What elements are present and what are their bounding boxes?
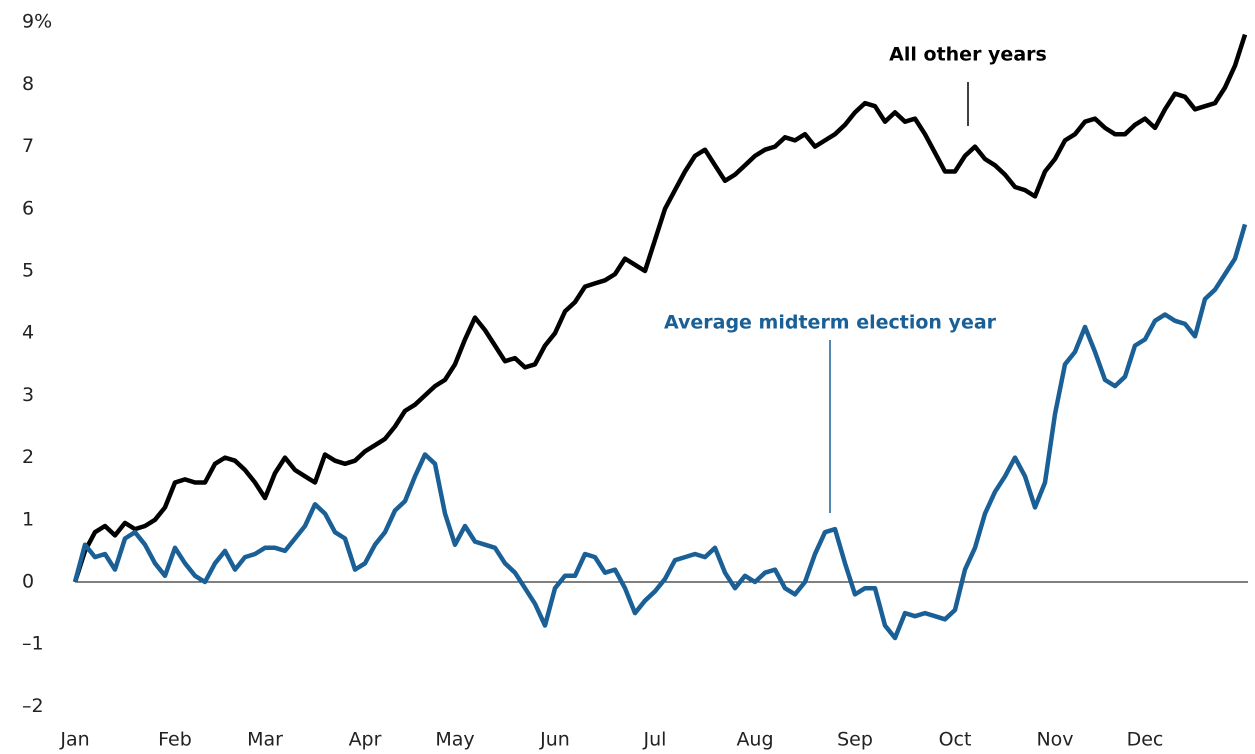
x-tick-label: Sep [837,729,873,751]
x-tick-label: Jan [59,729,89,751]
y-tick-label: –1 [22,633,44,655]
x-tick-label: May [435,729,474,751]
y-tick-label: 4 [22,322,34,344]
y-tick-label: 3 [22,384,34,406]
x-tick-label: Apr [349,729,382,751]
y-tick-label: 6 [22,197,34,219]
y-tick-label: 8 [22,73,34,95]
x-tick-label: Mar [247,729,283,751]
x-tick-label: Aug [736,729,773,751]
x-tick-label: Feb [158,729,192,751]
y-tick-label: 7 [22,135,34,157]
x-tick-label: Oct [939,729,972,751]
series-label: Average midterm election year [664,312,997,334]
x-tick-label: Jun [539,729,570,751]
series-line [72,33,1248,583]
y-tick-label: 1 [22,508,34,530]
x-tick-label: Dec [1127,729,1164,751]
series-line [72,223,1248,641]
y-tick-label: 2 [22,446,34,468]
y-tick-label: –2 [22,695,44,717]
series-label: All other years [889,44,1047,66]
x-tick-label: Nov [1036,729,1073,751]
y-tick-label: 5 [22,260,34,282]
y-tick-label: 0 [22,571,34,593]
x-tick-label: Jul [643,729,667,751]
y-tick-label: 9% [22,11,52,33]
